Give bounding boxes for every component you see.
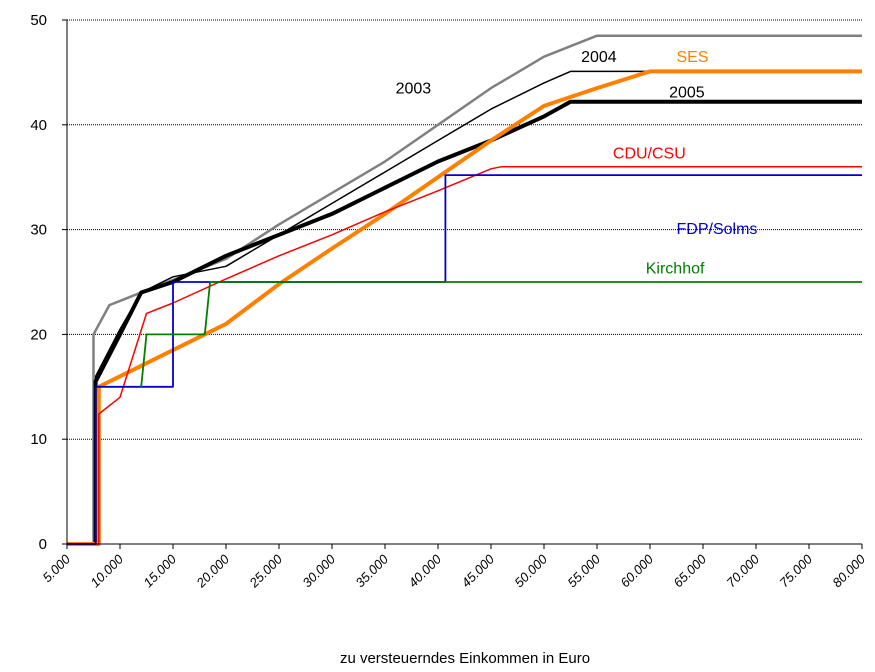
x-tick-label: 25.000 — [246, 551, 286, 591]
x-tick-label: 75.000 — [776, 551, 815, 590]
series-label-cdu-csu: CDU/CSU — [613, 145, 686, 162]
series-line-2003 — [67, 34, 862, 546]
x-tick-label: 5.000 — [40, 551, 74, 585]
x-tick-label: 80.000 — [829, 551, 868, 590]
x-tick-label: 55.000 — [564, 551, 603, 590]
x-tick-label: 60.000 — [617, 551, 656, 590]
x-tick-label: 70.000 — [723, 551, 762, 590]
x-tick-label: 30.000 — [299, 551, 338, 590]
y-tick-label: 30 — [30, 222, 47, 239]
x-tick-label: 65.000 — [670, 551, 709, 590]
x-tick-label: 20.000 — [193, 551, 233, 591]
series-label-fdp-solms: FDP/Solms — [677, 221, 758, 238]
x-tick-label: 40.000 — [405, 551, 444, 590]
x-tick-label: 45.000 — [458, 551, 497, 590]
series-label-ses: SES — [677, 49, 709, 66]
series-annotations: 2003 2004 SES 2005 CDU/CSU FDP/Solms Kirchhof — [396, 49, 758, 278]
x-axis-title: zu versteuerndes Einkommen in Euro — [340, 650, 590, 667]
series-lines — [67, 34, 862, 546]
x-tick-label: 35.000 — [352, 551, 391, 590]
axes: 0 10 20 30 40 50 5.000 10.000 15.000 20.000 25.000… — [30, 12, 868, 591]
series-line-2005 — [67, 99, 862, 546]
series-line-cdu-csu — [67, 165, 862, 545]
y-tick-label: 20 — [30, 326, 47, 343]
series-label-2005: 2005 — [669, 85, 705, 102]
y-tick-label: 10 — [30, 431, 47, 448]
y-tick-label: 40 — [30, 117, 47, 134]
series-line-2004 — [67, 70, 862, 545]
y-tick-label: 0 — [39, 536, 47, 553]
series-line-kirchhof — [140, 281, 862, 387]
y-tick-label: 50 — [30, 12, 47, 29]
x-tick-label: 50.000 — [511, 551, 550, 590]
x-tick-label: 15.000 — [140, 551, 179, 590]
series-line-ses — [67, 69, 862, 546]
series-label-2003: 2003 — [396, 80, 432, 97]
x-tick-label: 10.000 — [87, 551, 126, 590]
series-label-kirchhof: Kirchhof — [646, 261, 705, 278]
series-label-2004: 2004 — [581, 49, 617, 66]
